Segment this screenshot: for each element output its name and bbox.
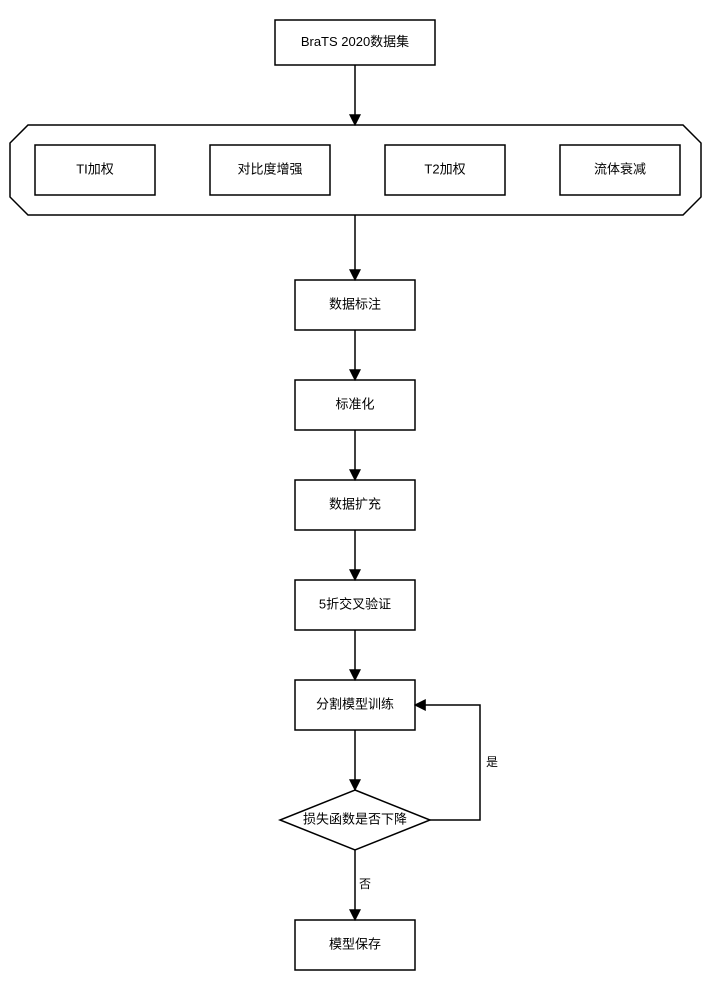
node-label-m1: TI加权 [76, 161, 114, 176]
node-label-n2: 标准化 [335, 396, 374, 411]
edge-8 [415, 705, 480, 820]
node-label-n5: 分割模型训练 [316, 696, 394, 711]
node-label-n0: BraTS 2020数据集 [301, 34, 409, 49]
flowchart: BraTS 2020数据集 TI加权 对比度增强 T2加权 流体衰减数据标注标准化数据扩… [0, 0, 711, 1000]
node-label-n1: 数据标注 [329, 296, 381, 311]
node-label-d1: 损失函数是否下降 [303, 811, 407, 826]
node-label-m4: 流体衰减 [594, 161, 646, 176]
node-label-n6: 模型保存 [329, 936, 381, 951]
edge-label-7: 否 [359, 877, 371, 891]
node-label-m2: 对比度增强 [237, 161, 302, 176]
edge-label-8: 是 [486, 755, 498, 769]
node-label-n4: 5折交叉验证 [319, 596, 391, 611]
node-label-n3: 数据扩充 [329, 496, 381, 511]
node-label-m3: T2加权 [424, 161, 465, 176]
